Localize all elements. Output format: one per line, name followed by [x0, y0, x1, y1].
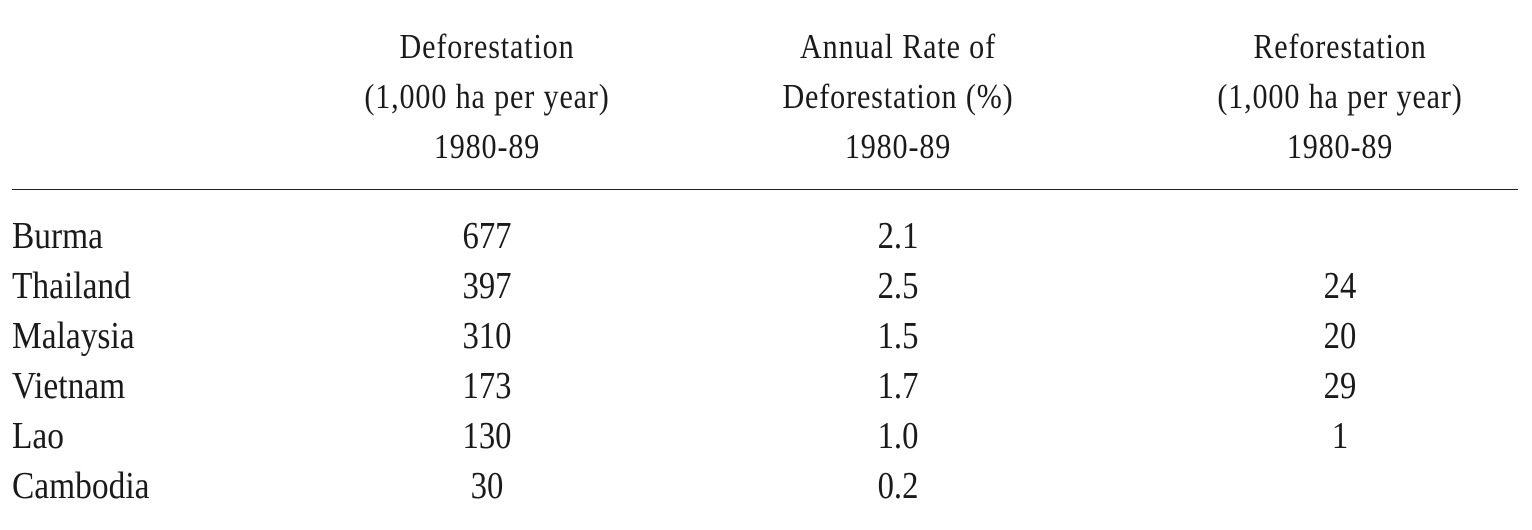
- table-cell-reforestation: 29: [1323, 365, 1357, 407]
- table-cell-deforestation: 310: [462, 315, 512, 357]
- row-label: Cambodia: [12, 465, 150, 507]
- table-cell-annual-rate: 2.5: [877, 265, 919, 307]
- table-cell-annual-rate: 1.7: [877, 365, 919, 407]
- table-cell-deforestation: 173: [462, 365, 512, 407]
- table-cell-deforestation: 130: [462, 415, 512, 457]
- table-row: Malaysia 310 1.5 20: [0, 311, 1532, 361]
- table-cell-annual-rate: 0.2: [877, 465, 919, 507]
- table-cell-annual-rate: 1.0: [877, 415, 919, 457]
- row-label: Malaysia: [12, 315, 135, 357]
- column-header-line: Deforestation (%): [782, 77, 1014, 116]
- table-cell-deforestation: 397: [462, 265, 512, 307]
- table-cell-reforestation: 1: [1331, 415, 1349, 457]
- table-row: Lao 130 1.0 1: [0, 411, 1532, 461]
- table-cell-deforestation: 677: [462, 215, 512, 257]
- column-header-line: 1980-89: [433, 127, 541, 166]
- table-cell-reforestation: 20: [1323, 315, 1357, 357]
- column-header-line: (1,000 ha per year): [364, 77, 610, 116]
- table-cell-deforestation: 30: [470, 465, 504, 507]
- column-header-line: (1,000 ha per year): [1217, 77, 1463, 116]
- row-label: Vietnam: [12, 365, 126, 407]
- table-row: Thailand 397 2.5 24: [0, 261, 1532, 311]
- row-label: Burma: [12, 215, 104, 257]
- column-header-line: Annual Rate of: [800, 27, 996, 66]
- table-row: Cambodia 30 0.2: [0, 461, 1532, 511]
- column-header-line: Reforestation: [1253, 27, 1427, 66]
- row-label: Lao: [12, 415, 64, 457]
- column-header-line: 1980-89: [1286, 127, 1394, 166]
- header-divider: [12, 189, 1518, 190]
- table-cell-annual-rate: 1.5: [877, 315, 919, 357]
- table-row: Vietnam 173 1.7 29: [0, 361, 1532, 411]
- table-row: Burma 677 2.1: [0, 211, 1532, 261]
- column-header-deforestation: Deforestation (1,000 ha per year) 1980-89: [364, 22, 609, 172]
- column-header-line: Deforestation: [399, 27, 575, 66]
- table-cell-reforestation: 24: [1323, 265, 1357, 307]
- column-header-line: 1980-89: [844, 127, 952, 166]
- row-label: Thailand: [12, 265, 131, 307]
- column-header-annual-rate: Annual Rate of Deforestation (%) 1980-89: [782, 22, 1013, 172]
- table-cell-annual-rate: 2.1: [877, 215, 919, 257]
- column-header-reforestation: Reforestation (1,000 ha per year) 1980-89: [1217, 22, 1462, 172]
